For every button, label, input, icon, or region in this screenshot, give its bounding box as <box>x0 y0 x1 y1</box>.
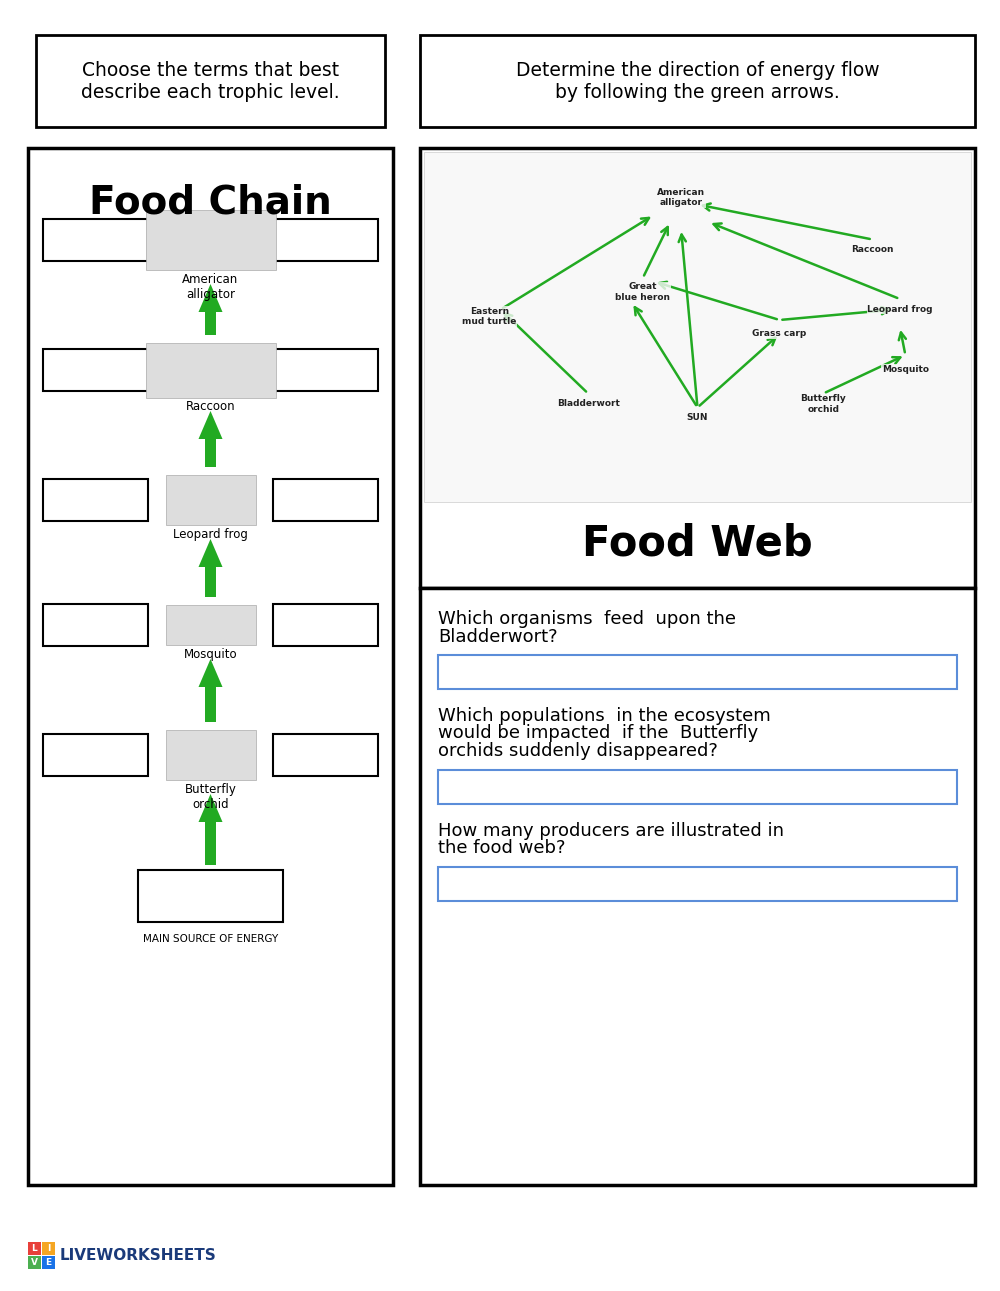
Text: Grass carp: Grass carp <box>752 329 807 338</box>
Bar <box>28 148 393 1185</box>
Bar <box>438 866 957 901</box>
Bar <box>205 822 216 865</box>
Polygon shape <box>198 540 222 567</box>
Text: Food Web: Food Web <box>582 522 813 564</box>
Text: Leopard frog: Leopard frog <box>173 528 248 541</box>
Bar <box>273 349 378 391</box>
Bar <box>43 735 148 776</box>
Text: L: L <box>32 1245 37 1254</box>
Bar <box>146 342 276 398</box>
Text: American
alligator: American alligator <box>182 272 239 301</box>
Text: Mosquito: Mosquito <box>184 648 237 661</box>
Text: Bladderwort?: Bladderwort? <box>438 627 558 646</box>
Text: Butterfly
orchid: Butterfly orchid <box>800 394 846 413</box>
Bar <box>138 870 283 922</box>
Bar <box>273 479 378 522</box>
Text: Great
blue heron: Great blue heron <box>615 283 670 302</box>
Text: Mosquito: Mosquito <box>882 364 929 373</box>
Bar <box>420 587 975 1185</box>
Bar <box>166 605 256 646</box>
Polygon shape <box>198 284 222 312</box>
Text: E: E <box>45 1257 52 1266</box>
Text: Butterfly
orchid: Butterfly orchid <box>185 784 236 811</box>
Text: I: I <box>47 1245 50 1254</box>
Bar <box>420 148 975 587</box>
Text: American
alligator: American alligator <box>657 187 705 207</box>
Text: Leopard frog: Leopard frog <box>867 305 933 314</box>
Polygon shape <box>198 658 222 687</box>
Bar <box>438 769 957 803</box>
Bar <box>42 1256 55 1269</box>
Bar <box>205 687 216 722</box>
Bar <box>273 735 378 776</box>
Text: the food web?: the food web? <box>438 839 566 857</box>
Text: Bladderwort: Bladderwort <box>557 399 620 408</box>
Bar <box>146 210 276 270</box>
Polygon shape <box>198 794 222 822</box>
Polygon shape <box>198 411 222 439</box>
Text: Raccoon: Raccoon <box>186 400 235 413</box>
Bar <box>424 152 971 502</box>
Text: MAIN SOURCE OF ENERGY: MAIN SOURCE OF ENERGY <box>143 933 278 944</box>
Text: Determine the direction of energy flow
by following the green arrows.: Determine the direction of energy flow b… <box>516 61 879 102</box>
Bar <box>42 1242 55 1255</box>
Text: SUN: SUN <box>687 413 708 422</box>
Bar <box>28 1256 41 1269</box>
Bar <box>43 604 148 646</box>
Bar <box>205 312 216 334</box>
Text: How many producers are illustrated in: How many producers are illustrated in <box>438 821 784 839</box>
Bar <box>273 604 378 646</box>
Bar <box>43 349 148 391</box>
Bar <box>43 479 148 522</box>
Text: Choose the terms that best
describe each trophic level.: Choose the terms that best describe each… <box>81 61 340 102</box>
Bar <box>36 35 385 127</box>
Text: orchids suddenly disappeared?: orchids suddenly disappeared? <box>438 742 718 760</box>
Text: would be impacted  if the  Butterfly: would be impacted if the Butterfly <box>438 724 758 742</box>
Text: Raccoon: Raccoon <box>851 245 894 254</box>
Bar <box>420 35 975 127</box>
Bar <box>43 219 148 261</box>
Bar <box>205 567 216 596</box>
Bar <box>273 219 378 261</box>
Text: V: V <box>31 1257 38 1266</box>
Text: Which populations  in the ecosystem: Which populations in the ecosystem <box>438 707 771 726</box>
Text: Eastern
mud turtle: Eastern mud turtle <box>462 307 517 327</box>
Bar <box>28 1242 41 1255</box>
Bar <box>438 655 957 689</box>
Text: LIVEWORKSHEETS: LIVEWORKSHEETS <box>60 1248 217 1264</box>
Bar <box>166 475 256 525</box>
Text: Which organisms  feed  upon the: Which organisms feed upon the <box>438 611 736 627</box>
Bar <box>166 729 256 780</box>
Bar <box>205 439 216 467</box>
Text: Food Chain: Food Chain <box>89 185 332 222</box>
